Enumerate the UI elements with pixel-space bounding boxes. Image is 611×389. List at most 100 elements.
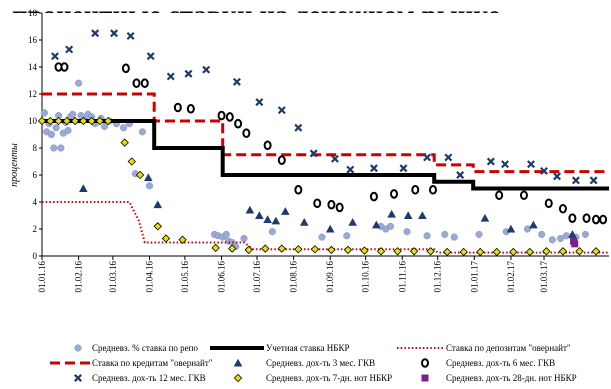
data-point: [211, 243, 220, 253]
data-point: [538, 230, 546, 238]
data-point: [161, 234, 171, 243]
data-point: [51, 52, 59, 61]
series-line: [42, 201, 609, 254]
data-point: [428, 185, 437, 195]
data-point: [553, 172, 562, 181]
data-point: [153, 222, 162, 231]
data-point: [423, 153, 432, 162]
data-point: [444, 153, 453, 162]
data-point: [459, 247, 468, 257]
data-point: [387, 209, 396, 218]
data-point: [506, 224, 516, 233]
data-point: [255, 98, 264, 107]
data-point: [228, 244, 237, 253]
data-point: [87, 116, 96, 126]
data-point: [294, 123, 303, 132]
data-point: [376, 247, 386, 256]
y-tick-label: 4: [33, 197, 38, 207]
data-point: [184, 69, 193, 78]
data-point: [126, 31, 135, 40]
data-point: [277, 244, 286, 253]
data-point: [443, 247, 452, 257]
legend-label: Средневз. дох-ть 7-дн. нот НБКР: [266, 373, 392, 383]
data-point: [119, 124, 128, 132]
data-point: [103, 116, 113, 126]
x-tick-label: 01.01.16: [37, 261, 47, 293]
data-point: [245, 205, 255, 214]
data-point: [589, 176, 598, 185]
data-point: [135, 170, 145, 180]
series-8: [570, 237, 579, 248]
data-point: [146, 52, 155, 61]
data-point: [95, 116, 105, 126]
data-point: [263, 140, 272, 151]
legend-label: Средневз. дох-ть 12 мес. ГКВ: [92, 373, 206, 383]
data-point: [335, 202, 344, 213]
legend-item: Средневз. дох-ть 12 мес. ГКВ: [74, 373, 206, 383]
data-point: [390, 189, 399, 199]
data-point: [599, 214, 608, 225]
data-point: [369, 164, 378, 173]
data-point: [423, 232, 431, 240]
data-point: [568, 230, 577, 238]
data-point: [393, 247, 402, 256]
legend-item: Средневз. дох-ть 3 мес. ГКВ: [233, 358, 375, 368]
data-point: [101, 122, 109, 130]
data-point: [327, 199, 336, 210]
legend-item: Ставка по кредитам "овернайт": [50, 358, 213, 368]
x-tick-label: 01.07.16: [252, 261, 262, 293]
y-tick-label: 12: [28, 89, 37, 99]
data-point: [475, 230, 483, 238]
x-tick-label: 01.12.16: [433, 261, 443, 293]
data-point: [313, 198, 322, 209]
data-point: [486, 157, 495, 166]
data-point: [540, 166, 549, 175]
data-point: [62, 116, 71, 126]
data-point: [271, 216, 281, 225]
data-point: [281, 207, 290, 215]
y-tick-label: 18: [28, 8, 38, 18]
data-point: [371, 220, 381, 229]
data-point: [242, 128, 251, 138]
data-point: [263, 215, 272, 223]
data-point: [173, 102, 182, 113]
series-0: [40, 79, 589, 251]
chart-title: процентные ставки на денежном рынке: [12, 0, 500, 30]
y-tick-label: 0: [33, 251, 38, 261]
data-point: [523, 225, 532, 233]
y-tick-label: 10: [28, 116, 38, 126]
x-tick-label: 01.04.16: [144, 261, 154, 293]
legend-item: Средневз. % ставка по репо: [74, 343, 198, 353]
x-axis: 01.01.16 01.02.16 01.03.16 01.04.16 01.05.16…: [37, 255, 609, 293]
legend-item: Средневз. дох-ть 7-дн. нот НБКР: [233, 373, 392, 383]
data-point: [65, 45, 74, 54]
x-tick-label: 01.03.17: [539, 261, 549, 293]
data-point: [418, 211, 427, 219]
legend-swatch: [74, 374, 82, 382]
data-point: [277, 106, 286, 115]
data-point: [325, 224, 335, 233]
series-4: [79, 173, 577, 238]
data-point: [441, 230, 449, 238]
data-point: [360, 246, 369, 255]
legend-swatch: [233, 373, 243, 383]
y-tick-label: 16: [28, 35, 38, 45]
x-tick-label: 01.09.16: [325, 261, 335, 293]
data-point: [294, 185, 303, 195]
data-point: [542, 247, 551, 256]
data-point: [91, 29, 100, 38]
data-point: [411, 185, 420, 195]
series-2: [42, 201, 609, 254]
data-point: [69, 110, 77, 118]
data-point: [346, 165, 355, 174]
data-point: [403, 228, 411, 236]
data-point: [70, 116, 80, 126]
data-point: [138, 128, 146, 136]
data-point: [369, 191, 378, 202]
legend-label: Ставка по кредитам "овернайт": [92, 358, 213, 368]
legend-label: Средневз. дох-ть 28-дн. нот НБКР: [446, 373, 577, 383]
data-point: [79, 116, 88, 126]
data-point: [571, 240, 579, 248]
plot-area: [37, 29, 609, 257]
legend-swatch: [74, 344, 82, 352]
